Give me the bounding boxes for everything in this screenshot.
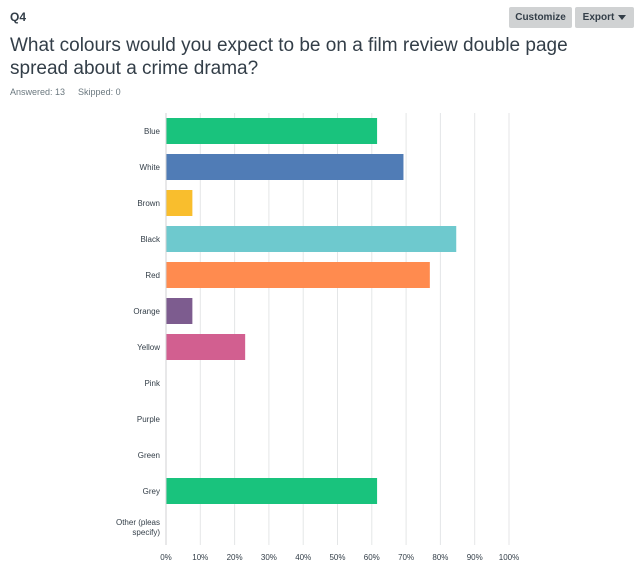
bar[interactable] <box>166 334 246 360</box>
chevron-down-icon <box>618 15 627 20</box>
category-label: Orange <box>133 307 160 316</box>
category-label: Red <box>145 271 160 280</box>
category-label: White <box>140 163 161 172</box>
x-tick-label: 50% <box>329 553 345 562</box>
skipped-count: Skipped: 0 <box>78 87 121 97</box>
customize-button[interactable]: Customize <box>509 7 572 28</box>
x-tick-label: 80% <box>432 553 448 562</box>
export-button[interactable]: Export <box>575 7 634 28</box>
x-tick-label: 100% <box>499 553 519 562</box>
category-label: Blue <box>144 127 161 136</box>
category-label: Green <box>138 451 160 460</box>
response-stats: Answered: 13 Skipped: 0 <box>10 87 121 97</box>
x-tick-label: 20% <box>227 553 243 562</box>
question-title: What colours would you expect to be on a… <box>10 35 568 79</box>
x-tick-label: 70% <box>398 553 414 562</box>
customize-button-label: Customize <box>515 12 566 23</box>
x-tick-label: 40% <box>295 553 311 562</box>
category-label: Grey <box>143 487 160 496</box>
x-tick-label: 60% <box>364 553 380 562</box>
bar[interactable] <box>166 262 430 288</box>
bar[interactable] <box>166 478 378 504</box>
category-label: Purple <box>137 415 161 424</box>
category-label: Pink <box>144 379 161 388</box>
category-label: Yellow <box>137 343 160 352</box>
bar[interactable] <box>166 154 404 180</box>
category-label: Other (pleas specify) <box>116 518 160 537</box>
x-tick-label: 10% <box>192 553 208 562</box>
answered-count: Answered: 13 <box>10 87 66 97</box>
bar[interactable] <box>166 298 193 324</box>
bar[interactable] <box>166 118 378 144</box>
export-button-label: Export <box>582 12 615 23</box>
category-label: Black <box>140 235 161 244</box>
question-number: Q4 <box>10 10 27 24</box>
bar[interactable] <box>166 226 457 252</box>
x-tick-label: 30% <box>261 553 277 562</box>
x-tick-label: 90% <box>467 553 483 562</box>
category-label: Brown <box>137 199 160 208</box>
x-tick-label: 0% <box>160 553 172 562</box>
bar[interactable] <box>166 190 193 216</box>
